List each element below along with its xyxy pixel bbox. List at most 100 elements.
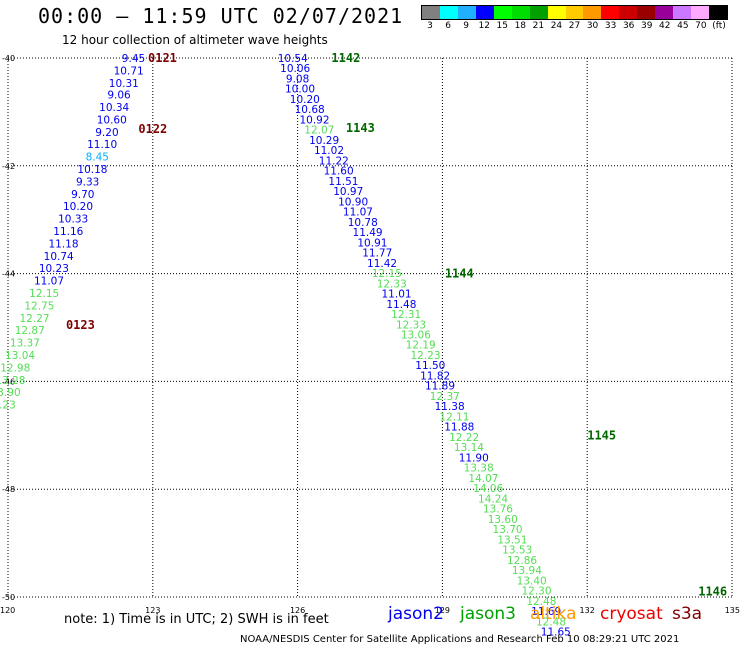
y-tick-labels: -40 -42 -44 -46 -48 -50 <box>2 54 15 602</box>
color-scale-label: 33 <box>604 21 617 31</box>
swh-value: 10.31 <box>109 78 139 90</box>
swh-value: 12.31 <box>391 309 421 321</box>
swh-value: 12.48 <box>526 596 556 608</box>
swh-value: 10.34 <box>99 102 129 114</box>
swh-value: 13.06 <box>401 330 431 342</box>
swh-value: 13.38 <box>464 463 494 475</box>
swh-value: 8.45 <box>86 152 109 164</box>
color-swatch <box>583 6 602 19</box>
color-scale-label: 9 <box>463 21 470 31</box>
color-swatch <box>439 6 458 19</box>
swh-value: 9.45 <box>122 53 145 65</box>
swh-value: 12.15 <box>29 288 59 300</box>
swh-value: 14.06 <box>473 483 503 495</box>
swh-value: 10.29 <box>309 135 339 147</box>
swh-value: 12.15 <box>372 268 402 280</box>
color-swatch <box>547 6 566 19</box>
swh-value: 9.20 <box>95 127 118 139</box>
swh-value: 10.33 <box>58 214 88 226</box>
swh-value: 11.07 <box>343 207 373 219</box>
swh-value: 13.14 <box>454 442 484 454</box>
time-label: 0123 <box>66 318 95 332</box>
swh-value: 10.18 <box>77 164 107 176</box>
swh-value: 11.38 <box>435 401 465 413</box>
swh-value: 11.16 <box>53 226 83 238</box>
units-note: note: 1) Time is in UTC; 2) SWH is in fe… <box>64 612 329 627</box>
swh-value: 10.20 <box>63 201 93 213</box>
color-swatch <box>619 6 638 19</box>
swh-value: 11.02 <box>314 145 344 157</box>
x-tick-label: 132 <box>580 606 595 615</box>
swh-value: 13.53 <box>502 545 532 557</box>
color-scale-label: (ft) <box>712 21 726 31</box>
swh-value: 11.88 <box>444 422 474 434</box>
color-scale-label: 3 <box>427 21 433 31</box>
swh-value: 10.06 <box>280 63 310 75</box>
x-tick-labels: 120 123 126 129 132 135 <box>0 606 740 615</box>
color-scale-label: 27 <box>568 21 581 31</box>
swh-value: 11.50 <box>415 360 445 372</box>
color-scale-label: 21 <box>532 21 545 31</box>
swh-value: 11.49 <box>353 227 383 239</box>
y-tick-label: -44 <box>2 270 15 279</box>
y-tick-label: -50 <box>2 593 15 602</box>
color-swatch <box>673 6 692 19</box>
x-tick-label: 126 <box>290 606 305 615</box>
swh-value: 10.92 <box>299 114 329 126</box>
chart-grid <box>7 57 733 598</box>
swh-value: 9.08 <box>286 73 309 85</box>
color-swatch <box>655 6 674 19</box>
swh-value: 11.48 <box>386 299 416 311</box>
swh-value: 12.33 <box>377 278 407 290</box>
swh-value: 12.23 <box>410 350 440 362</box>
color-scale-label: 70 <box>695 21 707 31</box>
satellite-legend-jason2: jason2 <box>388 604 444 624</box>
swh-value: 11.77 <box>362 248 392 260</box>
swh-value: 9.06 <box>107 90 131 102</box>
x-tick-label: 135 <box>725 606 740 615</box>
data-points: 9.4510.7110.319.0610.3410.609.2011.108.4… <box>0 53 571 638</box>
swh-value: 12.27 <box>20 313 50 325</box>
swh-value: 12.75 <box>24 300 54 312</box>
y-tick-label: -46 <box>2 377 15 386</box>
swh-value: 10.60 <box>97 114 127 126</box>
color-scale-label: 42 <box>659 21 671 31</box>
color-swatch <box>493 6 512 19</box>
swh-value: 10.90 <box>338 196 368 208</box>
swh-value: 11.69 <box>531 606 561 618</box>
swh-value: 12.37 <box>430 391 460 403</box>
swh-value: 13.51 <box>497 534 527 546</box>
satellite-legend-jason3: jason3 <box>460 604 516 624</box>
swh-value: 12.87 <box>15 325 45 337</box>
swh-value: 12.19 <box>406 340 436 352</box>
swh-value: 12.86 <box>507 555 537 567</box>
y-tick-label: -48 <box>2 485 15 494</box>
x-tick-label: 129 <box>435 606 450 615</box>
swh-value: 10.91 <box>357 237 387 249</box>
color-swatch <box>691 6 709 19</box>
swh-value: 11.51 <box>328 176 358 188</box>
swh-value: 11.89 <box>425 381 455 393</box>
swh-value: 11.10 <box>87 139 117 151</box>
chart-subtitle: 12 hour collection of altimeter wave hei… <box>62 33 328 47</box>
swh-value: 10.97 <box>333 186 363 198</box>
y-tick-label: -42 <box>2 162 15 171</box>
color-scale-bar <box>421 5 728 20</box>
time-label: 1143 <box>346 121 375 135</box>
swh-value: 13.76 <box>483 504 513 516</box>
swh-value: 10.20 <box>290 94 320 106</box>
swh-value: 12.98 <box>0 362 30 374</box>
color-swatch <box>511 6 530 19</box>
swh-value: 10.00 <box>285 84 315 96</box>
swh-value: 12.22 <box>449 432 479 444</box>
swh-value: 11.90 <box>459 452 489 464</box>
color-scale-label: 30 <box>586 21 599 31</box>
time-label: 1142 <box>331 51 360 65</box>
swh-value: 12.30 <box>521 586 551 598</box>
swh-value: 12.48 <box>536 616 566 628</box>
time-label: 0122 <box>138 122 167 136</box>
color-swatch <box>475 6 494 19</box>
y-tick-label: -40 <box>2 54 15 63</box>
x-tick-label: 120 <box>0 606 15 615</box>
